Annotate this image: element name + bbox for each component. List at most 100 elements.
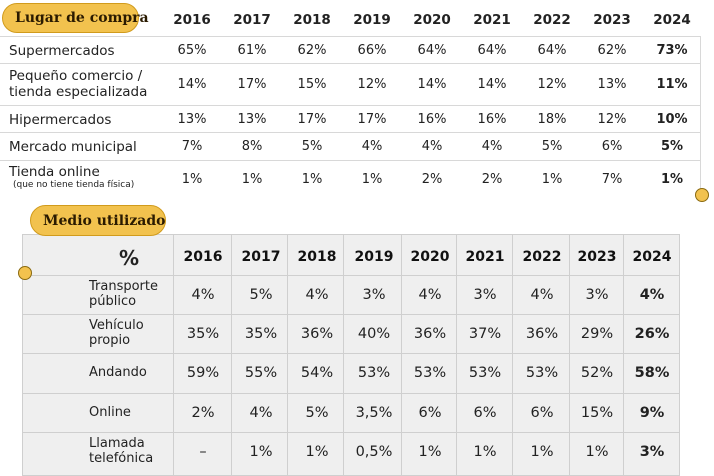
table-cell: 13%: [177, 112, 207, 127]
table-cell: 16%: [417, 112, 447, 127]
table-row: Hipermercados 13% 13% 17% 17% 16% 16% 18% 12% 10%: [0, 105, 700, 133]
table-cell: 64%: [537, 43, 567, 58]
table-cell: 1%: [301, 172, 323, 187]
table-cell: 36%: [300, 326, 334, 342]
table-cell: 3%: [585, 287, 609, 303]
table-cell: 5%: [249, 287, 273, 303]
row-label: Hipermercados: [9, 112, 111, 128]
table-cell: 1%: [541, 172, 563, 187]
column-divider: [401, 235, 402, 475]
row-label-text: Transporte: [89, 279, 158, 294]
table-cell: 3,5%: [355, 405, 393, 421]
table-cell: 53%: [525, 365, 559, 381]
row-label-text: Llamada: [89, 436, 145, 451]
table-cell: 11%: [656, 77, 688, 92]
row-label-text: Supermercados: [9, 43, 115, 59]
row-label-text: Vehículo: [89, 318, 144, 333]
row-label: Llamada telefónica: [89, 436, 153, 466]
year-header: 2018: [297, 249, 337, 265]
table-cell: 5%: [305, 405, 329, 421]
table-cell: 17%: [297, 112, 327, 127]
year-header: 2023: [593, 12, 631, 28]
table-cell: 62%: [597, 43, 627, 58]
table-cell: 61%: [237, 43, 267, 58]
table-cell: 26%: [634, 326, 670, 342]
table-cell: 53%: [468, 365, 502, 381]
table-cell: 6%: [418, 405, 442, 421]
table-cell: 18%: [537, 112, 567, 127]
year-header: 2023: [577, 249, 617, 265]
table-cell: 5%: [541, 139, 563, 154]
table-cell: 15%: [580, 405, 614, 421]
year-header: 2016: [183, 249, 223, 265]
row-label-text: Tienda online: [9, 164, 100, 180]
table-cell: 12%: [597, 112, 627, 127]
table-cell: 53%: [413, 365, 447, 381]
row-label-text-line2: tienda especializada: [9, 84, 148, 100]
year-header: 2018: [293, 12, 331, 28]
row-label: Tienda online (que no tiene tienda física…: [9, 164, 134, 190]
table-cell: 1%: [249, 444, 273, 460]
year-header: 2020: [413, 12, 451, 28]
row-label-text: Mercado municipal: [9, 139, 137, 155]
table-border: [700, 36, 701, 196]
year-header: 2019: [354, 249, 394, 265]
table-cell: 8%: [241, 139, 263, 154]
table-cell: 9%: [639, 405, 665, 421]
row-label: Supermercados: [9, 43, 115, 59]
row-divider: [23, 353, 679, 354]
table-cell: 2%: [421, 172, 443, 187]
table-cell: 7%: [181, 139, 203, 154]
year-header: 2017: [233, 12, 271, 28]
row-label: Pequeño comercio / tienda especializada: [9, 68, 147, 100]
table-cell: 73%: [656, 43, 688, 58]
row-label-text-line2: público: [89, 294, 137, 309]
decorative-dot-left: [18, 266, 32, 280]
row-divider: [23, 275, 679, 276]
table-cell: 29%: [580, 326, 614, 342]
row-label-text: Online: [89, 405, 131, 420]
row-divider: [23, 314, 679, 315]
table-cell: 17%: [357, 112, 387, 127]
column-divider: [173, 235, 174, 475]
table-cell: 65%: [177, 43, 207, 58]
row-label: Andando: [89, 365, 147, 380]
table-cell: 14%: [417, 77, 447, 92]
table-cell: 64%: [477, 43, 507, 58]
table-cell: 12%: [357, 77, 387, 92]
table-cell: 66%: [357, 43, 387, 58]
row-label-text: Andando: [89, 365, 147, 380]
year-header: 2016: [173, 12, 211, 28]
table-cell: 1%: [181, 172, 203, 187]
year-header: 2019: [353, 12, 391, 28]
table-cell: 62%: [297, 43, 327, 58]
column-divider: [287, 235, 288, 475]
table-cell: 5%: [660, 139, 684, 154]
table-cell: 13%: [597, 77, 627, 92]
table-cell: 5%: [301, 139, 323, 154]
table-row: Pequeño comercio / tienda especializada 14…: [0, 63, 700, 106]
table-cell: 1%: [241, 172, 263, 187]
table-cell: 2%: [481, 172, 503, 187]
table-cell: 59%: [186, 365, 220, 381]
row-label-text-line2: propio: [89, 333, 131, 348]
year-header: 2020: [410, 249, 450, 265]
table-cell: 6%: [530, 405, 554, 421]
year-header: 2024: [653, 12, 691, 28]
row-label: Mercado municipal: [9, 139, 137, 155]
year-header: 2024: [632, 249, 672, 265]
percent-header: %: [119, 246, 140, 270]
table-cell: 1%: [473, 444, 497, 460]
table-row: Supermercados 65% 61% 62% 66% 64% 64% 64% 62% 73%: [0, 36, 700, 64]
column-divider: [569, 235, 570, 475]
table-cell: 10%: [656, 112, 688, 127]
row-label-text: Pequeño comercio /: [9, 68, 143, 84]
year-header: 2021: [473, 12, 511, 28]
table-cell: 53%: [357, 365, 391, 381]
table-cell: 16%: [477, 112, 507, 127]
table-cell: 4%: [421, 139, 443, 154]
table-cell: 35%: [244, 326, 278, 342]
table-cell: –: [199, 444, 207, 460]
table-cell: 4%: [305, 287, 329, 303]
table-cell: 2%: [191, 405, 215, 421]
